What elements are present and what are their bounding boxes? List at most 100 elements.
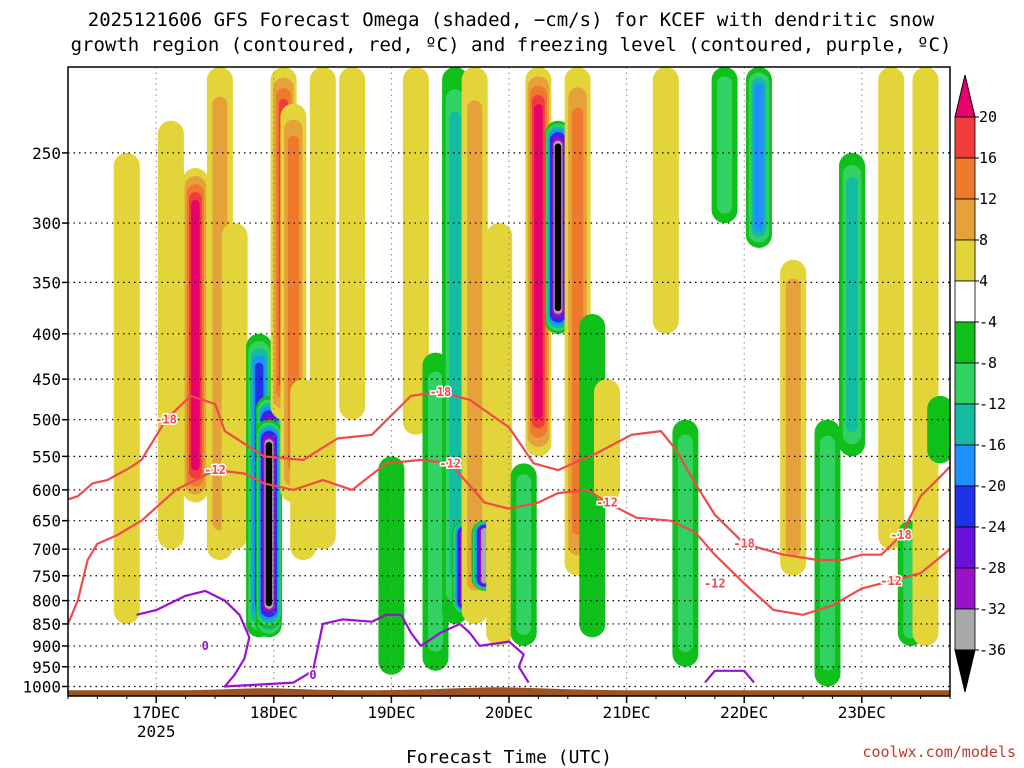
colorbar-bin — [954, 116, 976, 159]
omega-band — [534, 104, 543, 419]
omega-band — [927, 395, 950, 464]
omega-band — [820, 435, 835, 671]
ground-fill — [68, 687, 950, 696]
colorbar-bin — [954, 567, 976, 610]
x-tick-label: 19DEC — [367, 703, 415, 722]
omega-feature — [780, 259, 807, 576]
dendritic-contour — [68, 458, 950, 625]
colorbar-bin — [954, 198, 976, 241]
omega-feature — [221, 223, 248, 550]
colorbar-label: 12 — [979, 190, 997, 208]
contour-label: -18 — [890, 528, 912, 542]
contour-label: -12 — [596, 495, 618, 509]
colorbar-label: -36 — [979, 641, 1006, 659]
colorbar-bin — [954, 403, 976, 446]
omega-feature — [711, 67, 738, 224]
omega-band — [516, 474, 532, 635]
colorbar-bin — [954, 526, 976, 569]
omega-band — [785, 278, 801, 557]
contour-label: -12 — [439, 456, 461, 470]
omega-band — [378, 456, 405, 675]
omega-feature — [839, 152, 865, 457]
contour-label: 0 — [202, 639, 209, 653]
x-tick-label: 23DEC — [838, 703, 886, 722]
colorbar-label: 20 — [979, 108, 997, 126]
x-tick-label: 17DEC — [132, 703, 180, 722]
omega-band — [486, 223, 513, 646]
x-axis-label: Forecast Time (UTC) — [406, 747, 612, 768]
x-tick-sublabel: 2025 — [137, 722, 176, 741]
omega-band — [467, 100, 483, 591]
y-tick-label: 850 — [32, 615, 61, 634]
x-tick-label: 21DEC — [603, 703, 651, 722]
y-axis: 250 300 350 400 450 500 550 600 650 700 750 800 850 9… — [22, 144, 68, 696]
omega-band — [846, 177, 858, 433]
omega-feature — [339, 67, 366, 420]
colorbar-bin — [954, 362, 976, 405]
omega-band — [717, 76, 733, 214]
y-tick-label: 600 — [32, 481, 61, 500]
ground-surface — [68, 687, 950, 696]
omega-band — [290, 379, 317, 561]
omega-band — [428, 371, 443, 652]
omega-band — [191, 200, 200, 471]
y-tick-label: 550 — [32, 447, 61, 466]
colorbar-bin — [954, 485, 976, 528]
y-tick-label: 900 — [32, 637, 61, 656]
contour-label: -12 — [880, 574, 902, 588]
omega-band — [157, 120, 184, 550]
colorbar-label: 16 — [979, 149, 997, 167]
contour-label: -18 — [733, 537, 755, 551]
y-tick-label: 950 — [32, 658, 61, 677]
freezing-level-contour — [704, 669, 755, 684]
omega-band — [402, 67, 429, 435]
colorbar-label: -20 — [979, 477, 1006, 495]
colorbar-bin — [954, 157, 976, 200]
colorbar-label: -4 — [979, 313, 997, 331]
omega-band — [113, 152, 140, 624]
omega-feature — [814, 419, 841, 687]
omega-feature — [309, 67, 336, 550]
y-tick-label: 500 — [32, 411, 61, 430]
credit-text: coolwx.com/models — [862, 743, 1016, 761]
colorbar-label: 8 — [979, 231, 988, 249]
omega-feature — [652, 67, 679, 334]
omega-feature — [594, 379, 620, 503]
colorbar-label: -16 — [979, 436, 1006, 454]
colorbar-bin — [954, 280, 976, 323]
omega-band — [912, 67, 939, 646]
omega-feature — [672, 419, 699, 667]
y-tick-label: 650 — [32, 512, 61, 531]
omega-band — [221, 223, 248, 550]
omega-feature — [157, 120, 184, 550]
colorbar-top-arrow — [954, 74, 976, 118]
omega-feature — [878, 67, 905, 550]
grid-lines — [68, 67, 950, 696]
contour-label: -18 — [155, 413, 177, 427]
dendritic-contour — [68, 390, 950, 562]
y-tick-label: 400 — [32, 325, 61, 344]
omega-band — [309, 67, 336, 550]
omega-feature — [525, 67, 552, 457]
omega-shading — [113, 67, 950, 687]
omega-feature — [113, 152, 140, 624]
contour-label: -18 — [430, 385, 452, 399]
colorbar-label: -8 — [979, 354, 997, 372]
colorbar-label: -32 — [979, 600, 1006, 618]
freezing-level-contour — [136, 589, 530, 688]
omega-feature — [486, 223, 513, 646]
x-tick-label: 18DEC — [250, 703, 298, 722]
chart-title-line-2: growth region (contoured, red, ºC) and f… — [71, 34, 952, 56]
omega-band — [265, 441, 273, 607]
colorbar-bin — [954, 608, 976, 651]
colorbar-bin — [954, 321, 976, 364]
colorbar-bottom-arrow — [954, 649, 976, 693]
omega-feature — [255, 419, 282, 629]
omega-feature — [545, 120, 571, 334]
y-tick-label: 800 — [32, 592, 61, 611]
omega-feature — [182, 167, 209, 503]
omega-feature — [402, 67, 429, 435]
colorbar-bin — [954, 444, 976, 487]
x-tick-label: 22DEC — [720, 703, 768, 722]
colorbar-label: -24 — [979, 518, 1006, 536]
